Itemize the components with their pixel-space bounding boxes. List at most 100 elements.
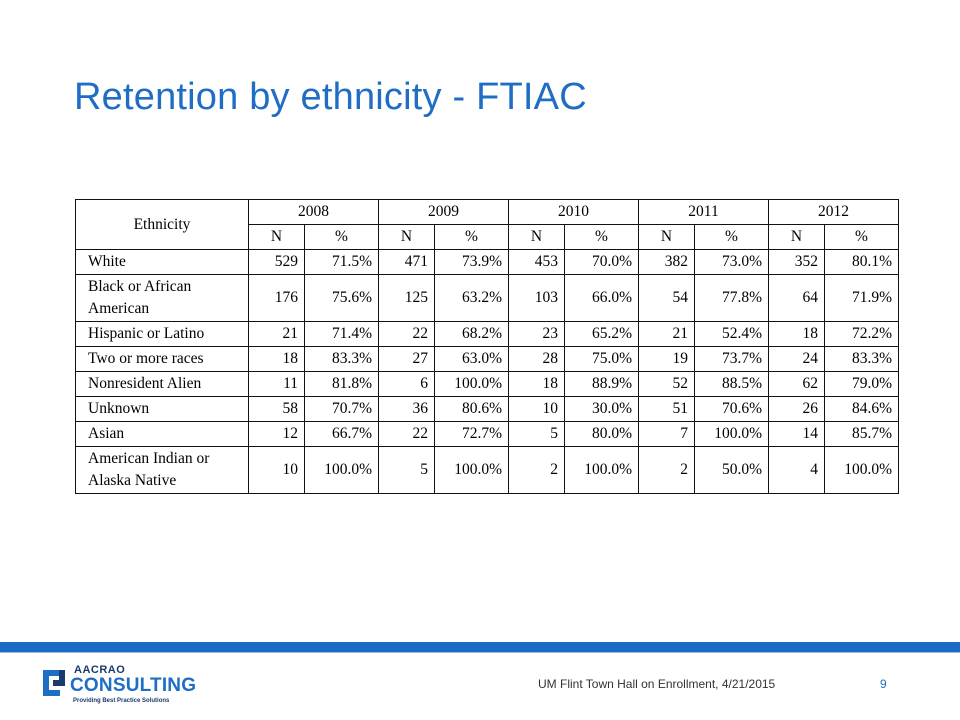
pct-header: %	[824, 224, 899, 250]
count-cell: 18	[508, 371, 565, 397]
count-cell: 103	[508, 274, 565, 322]
count-cell: 18	[768, 321, 825, 347]
ethnicity-cell: Two or more races	[75, 346, 249, 372]
count-cell: 11	[248, 371, 305, 397]
percent-cell: 73.0%	[694, 249, 769, 275]
count-cell: 22	[378, 321, 435, 347]
ethnicity-cell: Black or African American	[75, 274, 249, 322]
footer-bar	[0, 642, 960, 652]
percent-cell: 100.0%	[304, 446, 379, 494]
count-cell: 352	[768, 249, 825, 275]
pct-header: %	[564, 224, 639, 250]
percent-cell: 71.4%	[304, 321, 379, 347]
percent-cell: 52.4%	[694, 321, 769, 347]
count-cell: 453	[508, 249, 565, 275]
slide-title: Retention by ethnicity - FTIAC	[74, 76, 587, 118]
aacrao-consulting-logo: AACRAO CONSULTING Providing Best Practic…	[40, 664, 210, 710]
logo-tagline: Providing Best Practice Solutions	[73, 698, 170, 704]
year-header-row: Ethnicity 2008 2009 2010 2011 2012	[75, 199, 899, 250]
table-row: Nonresident Alien 11 81.8% 6 100.0% 18 88.9% 52…	[75, 371, 899, 397]
year-header: 2008	[248, 199, 379, 225]
count-cell: 64	[768, 274, 825, 322]
year-header: 2012	[768, 199, 899, 225]
count-cell: 54	[638, 274, 695, 322]
percent-cell: 73.7%	[694, 346, 769, 372]
footer-bar-rule	[0, 652, 960, 653]
count-cell: 382	[638, 249, 695, 275]
percent-cell: 100.0%	[564, 446, 639, 494]
logo-consulting-text: CONSULTING	[70, 675, 197, 696]
table-row: American Indian or Alaska Native 10 100.0%…	[75, 446, 899, 494]
percent-cell: 100.0%	[694, 421, 769, 447]
percent-cell: 72.2%	[824, 321, 899, 347]
ethnicity-cell: American Indian or Alaska Native	[75, 446, 249, 494]
ethnicity-cell: Unknown	[75, 396, 249, 422]
percent-cell: 80.6%	[434, 396, 509, 422]
percent-cell: 30.0%	[564, 396, 639, 422]
percent-cell: 66.7%	[304, 421, 379, 447]
count-cell: 52	[638, 371, 695, 397]
footer-caption: UM Flint Town Hall on Enrollment, 4/21/2…	[538, 677, 776, 691]
percent-cell: 63.0%	[434, 346, 509, 372]
count-cell: 26	[768, 396, 825, 422]
ethnicity-cell: Nonresident Alien	[75, 371, 249, 397]
count-cell: 18	[248, 346, 305, 372]
count-cell: 10	[248, 446, 305, 494]
count-cell: 471	[378, 249, 435, 275]
percent-cell: 79.0%	[824, 371, 899, 397]
percent-cell: 68.2%	[434, 321, 509, 347]
count-cell: 5	[508, 421, 565, 447]
n-header: N	[378, 224, 435, 250]
percent-cell: 80.1%	[824, 249, 899, 275]
ethnicity-header: Ethnicity	[75, 199, 249, 250]
retention-table-container: Ethnicity 2008 2009 2010 2011 2012 N % N…	[75, 199, 899, 494]
count-cell: 5	[378, 446, 435, 494]
count-cell: 10	[508, 396, 565, 422]
percent-cell: 73.9%	[434, 249, 509, 275]
pct-header: %	[434, 224, 509, 250]
logo-mark-icon	[43, 670, 65, 696]
count-cell: 2	[508, 446, 565, 494]
n-header: N	[768, 224, 825, 250]
pct-header: %	[694, 224, 769, 250]
percent-cell: 75.6%	[304, 274, 379, 322]
percent-cell: 63.2%	[434, 274, 509, 322]
table-row: Asian 12 66.7% 22 72.7% 5 80.0% 7 100.0% 14 85.7%	[75, 421, 899, 447]
page-number: 9	[880, 677, 887, 691]
percent-cell: 100.0%	[434, 371, 509, 397]
count-cell: 14	[768, 421, 825, 447]
percent-cell: 70.6%	[694, 396, 769, 422]
count-cell: 7	[638, 421, 695, 447]
retention-table: Ethnicity 2008 2009 2010 2011 2012 N % N…	[75, 199, 899, 494]
percent-cell: 75.0%	[564, 346, 639, 372]
table-row: Unknown 58 70.7% 36 80.6% 10 30.0% 51 70.6% 26 84.…	[75, 396, 899, 422]
ethnicity-cell: White	[75, 249, 249, 275]
count-cell: 529	[248, 249, 305, 275]
count-cell: 27	[378, 346, 435, 372]
table-row: Hispanic or Latino 21 71.4% 22 68.2% 23 65.2% 2…	[75, 321, 899, 347]
percent-cell: 71.5%	[304, 249, 379, 275]
count-cell: 125	[378, 274, 435, 322]
count-cell: 21	[248, 321, 305, 347]
count-cell: 62	[768, 371, 825, 397]
percent-cell: 100.0%	[824, 446, 899, 494]
n-header: N	[638, 224, 695, 250]
count-cell: 4	[768, 446, 825, 494]
count-cell: 21	[638, 321, 695, 347]
ethnicity-cell: Asian	[75, 421, 249, 447]
count-cell: 176	[248, 274, 305, 322]
table-body: White 529 71.5% 471 73.9% 453 70.0% 382 73.0% 352…	[75, 249, 899, 494]
n-header: N	[508, 224, 565, 250]
count-cell: 24	[768, 346, 825, 372]
count-cell: 22	[378, 421, 435, 447]
table-row: Two or more races 18 83.3% 27 63.0% 28 75.0% 19…	[75, 346, 899, 372]
count-cell: 51	[638, 396, 695, 422]
year-header: 2010	[508, 199, 639, 225]
table-row: Black or African American 176 75.6% 125 63.2…	[75, 274, 899, 322]
percent-cell: 88.9%	[564, 371, 639, 397]
count-cell: 23	[508, 321, 565, 347]
percent-cell: 65.2%	[564, 321, 639, 347]
percent-cell: 71.9%	[824, 274, 899, 322]
percent-cell: 85.7%	[824, 421, 899, 447]
year-header: 2009	[378, 199, 509, 225]
